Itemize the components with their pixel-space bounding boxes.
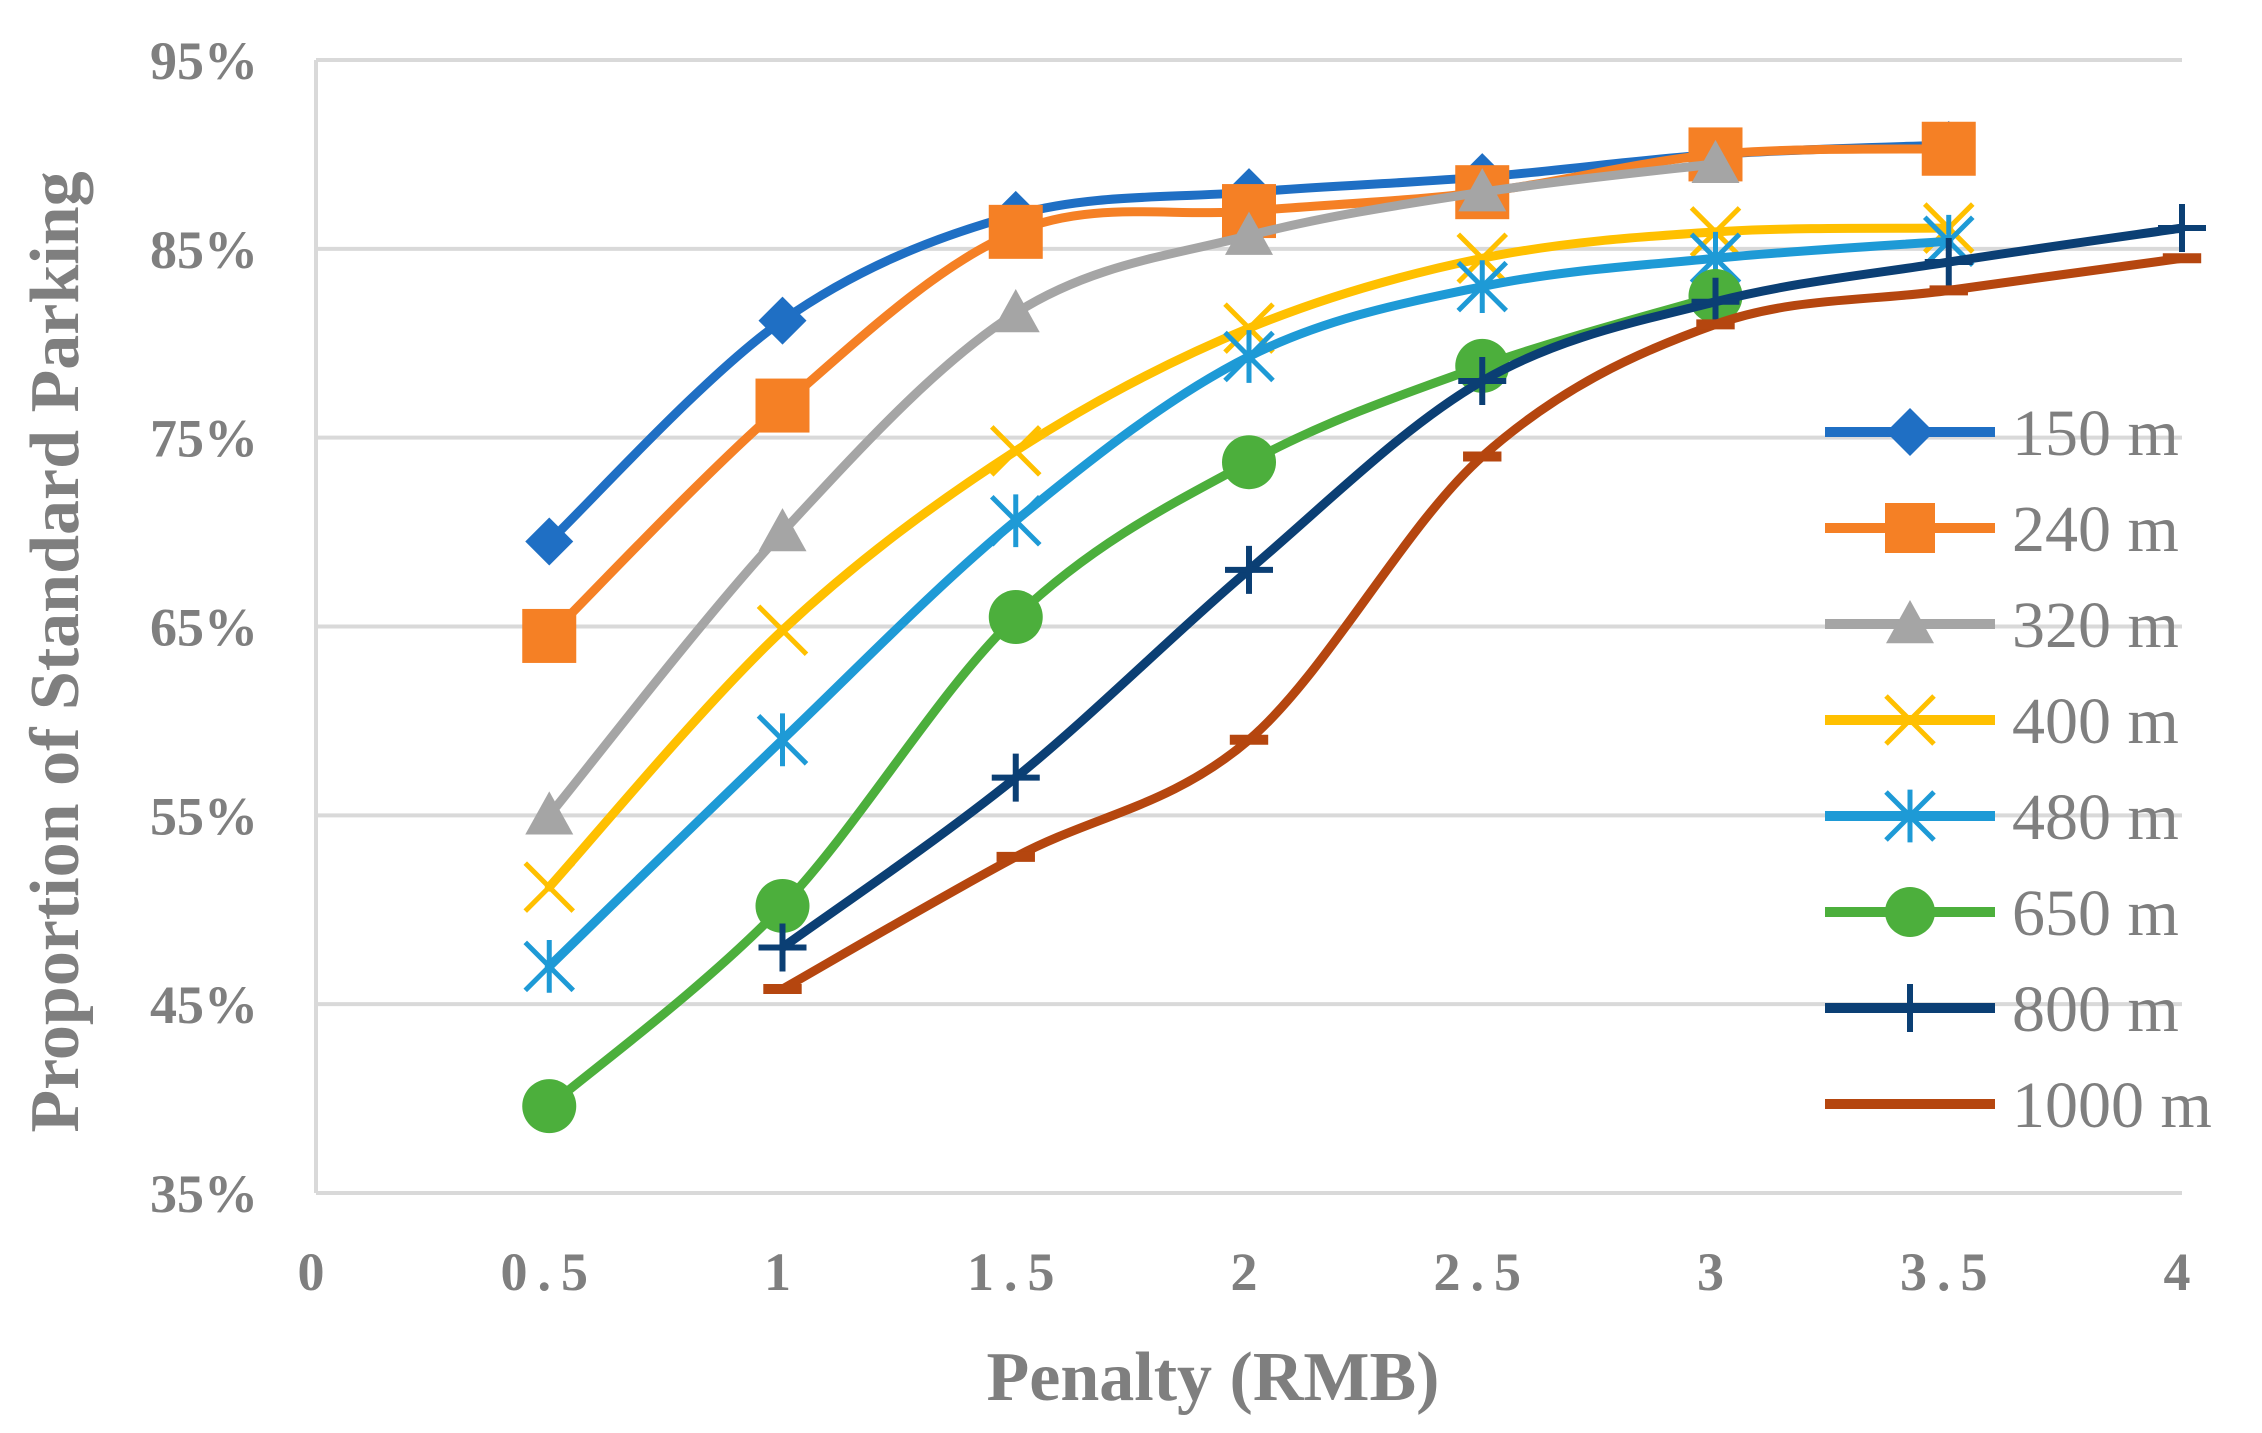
data-point: [1458, 168, 1507, 212]
data-point: [755, 378, 810, 433]
x-axis-ticks: 0 0.5 1 1.5 2 2.5 3 3.5 4: [298, 1242, 2201, 1302]
data-point: [1691, 139, 1740, 184]
x-tick-label: 2: [1231, 1242, 1268, 1302]
x-tick-label: 3.5: [1900, 1242, 1998, 1302]
data-point: [1456, 260, 1509, 313]
legend-label: 400 m: [2012, 685, 2179, 758]
y-tick-label: 65%: [150, 598, 258, 658]
legend-item: 320 m: [1825, 589, 2179, 662]
data-point: [1222, 435, 1276, 490]
legend-marker: [1886, 600, 1934, 644]
legend-label: 800 m: [2012, 973, 2179, 1046]
data-point: [756, 604, 809, 657]
legend-item: 240 m: [1825, 493, 2179, 566]
data-point: [1921, 121, 1976, 176]
data-point: [989, 425, 1042, 477]
data-point: [1225, 545, 1273, 594]
data-point: [1924, 238, 1973, 287]
legend-item: 650 m: [1825, 877, 2179, 950]
x-tick-label: 0.5: [501, 1242, 599, 1302]
data-point: [991, 289, 1040, 333]
x-tick-label: 3: [1697, 1242, 1734, 1302]
data-point: [1223, 330, 1275, 383]
legend-marker: [1884, 789, 1936, 843]
legend-item: 400 m: [1825, 685, 2179, 758]
data-point: [1458, 357, 1507, 406]
legend-marker: [1886, 408, 1934, 456]
data-point: [988, 204, 1043, 259]
x-tick-label: 4: [2164, 1242, 2201, 1302]
data-point: [523, 861, 576, 913]
y-tick-label: 45%: [150, 975, 258, 1035]
legend-item: 480 m: [1825, 781, 2179, 854]
series-480-m: [523, 214, 1975, 993]
y-tick-label: 55%: [150, 786, 258, 846]
x-tick-label: 1: [764, 1242, 801, 1302]
legend-marker: [1884, 694, 1936, 746]
data-point: [758, 296, 807, 345]
data-point: [988, 590, 1043, 645]
series-line: [544, 291, 1720, 1111]
series-800-m: [758, 204, 2206, 972]
legend-item: 1000 m: [1825, 1069, 2212, 1142]
series-line: [778, 223, 2187, 953]
data-point: [758, 508, 807, 552]
data-point: [522, 608, 577, 663]
data-point: [525, 791, 574, 835]
data-point: [1689, 206, 1742, 258]
data-point: [1456, 232, 1509, 285]
x-tick-label: 2.5: [1434, 1242, 1532, 1302]
data-point: [991, 753, 1040, 802]
legend-label: 650 m: [2012, 877, 2179, 950]
legend-label: 150 m: [2012, 397, 2179, 470]
data-point: [758, 923, 807, 972]
legend-marker: [1886, 984, 1934, 1032]
legend-item: 150 m: [1825, 397, 2179, 470]
y-tick-label: 75%: [150, 409, 258, 469]
x-tick-label: 1.5: [967, 1242, 1065, 1302]
y-tick-label: 95%: [150, 31, 258, 91]
legend-item: 800 m: [1825, 973, 2179, 1046]
data-point: [755, 878, 810, 933]
legend-label: 480 m: [2012, 781, 2179, 854]
data-point: [1225, 211, 1273, 255]
x-tick-label: 0: [298, 1242, 335, 1302]
data-point: [756, 713, 809, 767]
data-point: [522, 1079, 577, 1134]
legend-marker: [1885, 503, 1935, 553]
x-axis-title: Penalty (RMB): [987, 1339, 1440, 1416]
y-axis-title: Proportion of Standard Parking: [17, 171, 94, 1132]
data-point: [2158, 204, 2206, 253]
legend: 150 m 240 m 320 m 400 m 480 m 650 m 800 m 1000 …: [1825, 397, 2212, 1142]
series-group: [522, 120, 2206, 1134]
legend-label: 1000 m: [2012, 1069, 2212, 1142]
y-tick-label: 85%: [150, 220, 258, 280]
legend-marker: [1885, 887, 1935, 937]
series-line: [544, 159, 1720, 820]
y-axis-ticks: 35% 45% 55% 65% 75% 85% 95%: [150, 31, 258, 1224]
data-point: [525, 517, 574, 566]
series-320-m: [525, 139, 1740, 835]
data-point: [523, 940, 576, 993]
legend-label: 320 m: [2012, 589, 2179, 662]
y-tick-label: 35%: [150, 1164, 258, 1224]
legend-label: 240 m: [2012, 493, 2179, 566]
data-point: [989, 494, 1042, 548]
series-1000-m: [763, 253, 2202, 995]
data-point: [1691, 277, 1740, 326]
